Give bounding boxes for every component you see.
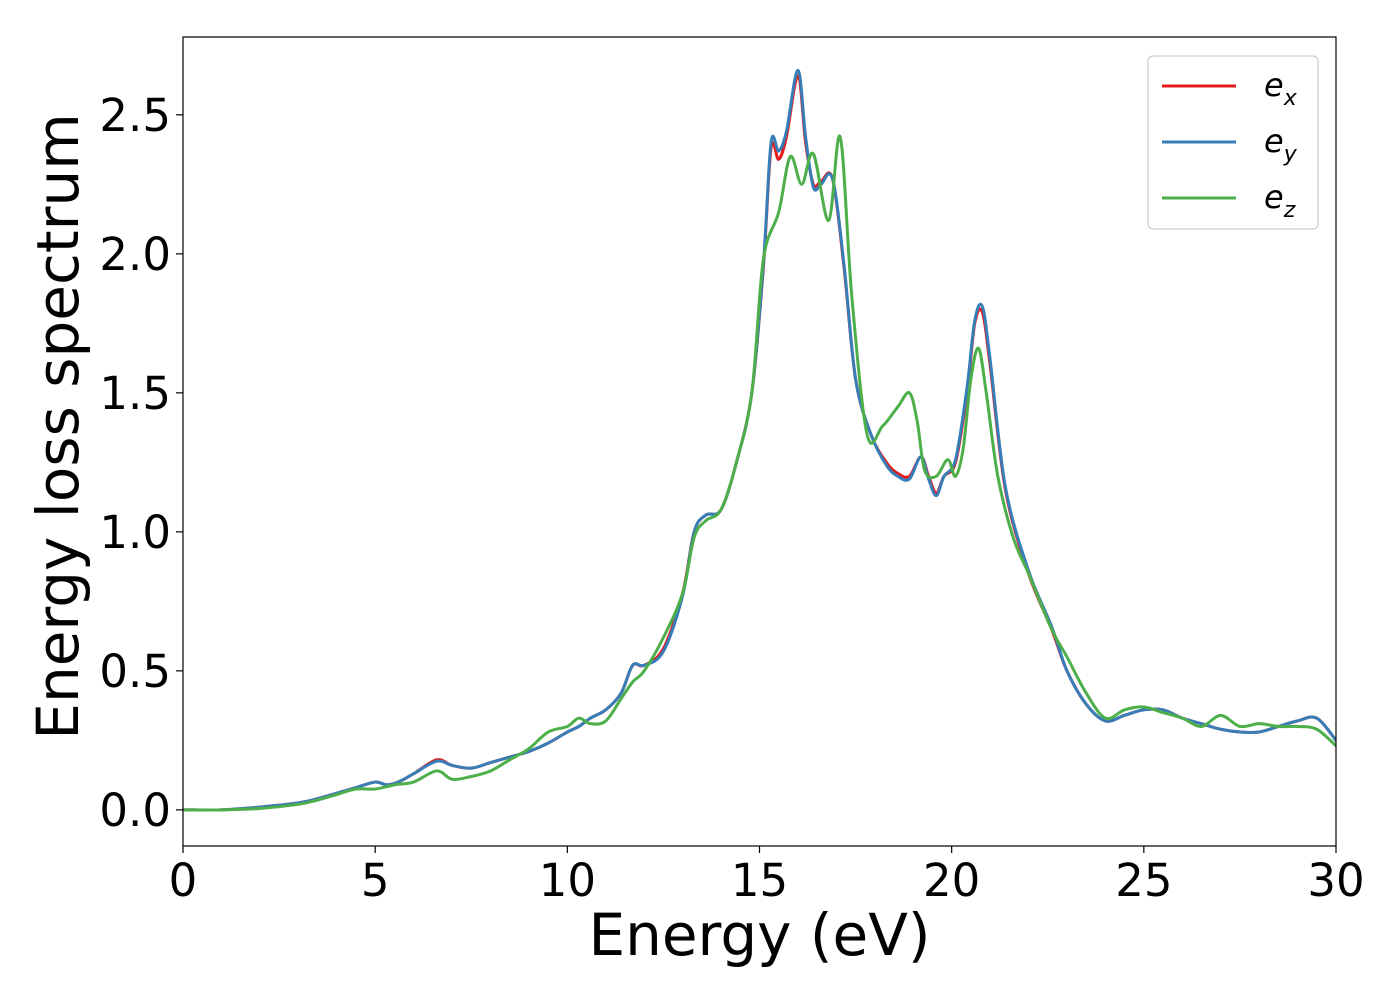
legend-label-main: e bbox=[1264, 66, 1284, 104]
y-tick-label: 0.0 bbox=[99, 784, 171, 837]
x-tick-label: 30 bbox=[1307, 854, 1364, 907]
x-tick-label: 15 bbox=[731, 854, 788, 907]
series-line-y bbox=[183, 68, 1336, 812]
legend-label-main: e bbox=[1264, 122, 1284, 160]
x-axis-label: Energy (eV) bbox=[588, 901, 930, 969]
x-tick-label: 10 bbox=[539, 854, 596, 907]
y-tick-label: 1.5 bbox=[99, 367, 171, 420]
y-axis-ticks: 0.0 0.5 1.0 1.5 2.0 2.5 bbox=[99, 89, 183, 837]
x-tick-label: 20 bbox=[923, 854, 980, 907]
x-tick-label: 25 bbox=[1115, 854, 1172, 907]
legend-label-subscript: x bbox=[1283, 86, 1298, 111]
legend-label-main: e bbox=[1264, 178, 1284, 216]
y-tick-label: 2.5 bbox=[99, 89, 171, 142]
y-axis-label: Energy loss spectrum bbox=[24, 113, 92, 739]
legend-label-x: ex bbox=[1264, 66, 1298, 111]
y-tick-label: 1.0 bbox=[99, 506, 171, 559]
legend-label-subscript: z bbox=[1283, 198, 1296, 223]
y-tick-label: 0.5 bbox=[99, 645, 171, 698]
legend-label-z: ez bbox=[1264, 178, 1296, 223]
x-tick-label: 0 bbox=[169, 854, 198, 907]
series-line-z bbox=[183, 134, 1336, 812]
x-tick-label: 5 bbox=[361, 854, 390, 907]
x-axis-ticks: 0 5 10 15 20 25 30 bbox=[169, 846, 1365, 907]
legend-label-y: ey bbox=[1264, 122, 1298, 167]
legend-label-subscript: y bbox=[1283, 142, 1298, 167]
series-layer bbox=[183, 68, 1336, 812]
y-tick-label: 2.0 bbox=[99, 228, 171, 281]
